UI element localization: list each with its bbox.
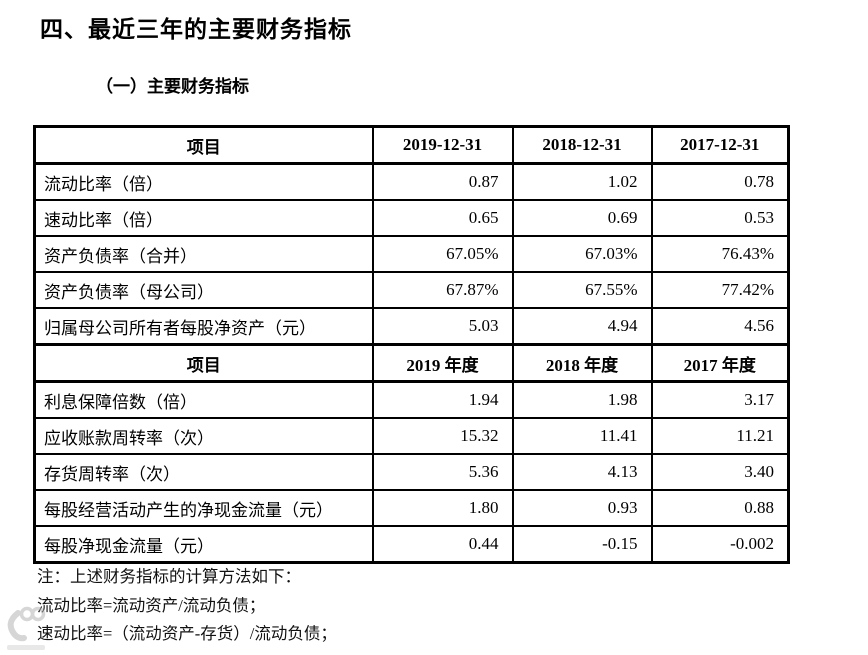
row-value: 77.42% <box>650 271 790 309</box>
row-value: 0.87 <box>371 162 514 201</box>
row-label: 每股净现金流量（元） <box>33 525 374 564</box>
table-row: 归属母公司所有者每股净资产（元） 5.03 4.94 4.56 <box>33 307 790 346</box>
table-row: 资产负债率（母公司） 67.87% 67.55% 77.42% <box>33 271 790 309</box>
row-value: 3.17 <box>650 380 790 419</box>
row-value: -0.002 <box>650 525 790 564</box>
table-row: 每股净现金流量（元） 0.44 -0.15 -0.002 <box>33 525 790 564</box>
row-value: 0.53 <box>650 199 790 237</box>
row-value: 1.94 <box>371 380 514 419</box>
header-cell: 2017 年度 <box>650 343 790 383</box>
row-label: 归属母公司所有者每股净资产（元） <box>33 307 374 346</box>
row-label: 存货周转率（次） <box>33 453 374 491</box>
row-value: 11.21 <box>650 417 790 455</box>
header-cell: 2019-12-31 <box>371 125 514 165</box>
note-line: 速动比率=（流动资产-存货）/流动负债； <box>37 624 337 643</box>
financial-indicators-table: 项目 2019-12-31 2018-12-31 2017-12-31 流动比率… <box>33 125 790 564</box>
table-row: 利息保障倍数（倍） 1.94 1.98 3.17 <box>33 380 790 419</box>
row-value: 0.44 <box>371 525 514 564</box>
section-subtitle: （一）主要财务指标 <box>96 77 249 96</box>
row-value: 4.13 <box>511 453 653 491</box>
table-row: 每股经营活动产生的净现金流量（元） 1.80 0.93 0.88 <box>33 489 790 527</box>
table-row: 存货周转率（次） 5.36 4.13 3.40 <box>33 453 790 491</box>
row-value: 11.41 <box>511 417 653 455</box>
table-header-row: 项目 2019-12-31 2018-12-31 2017-12-31 <box>33 125 790 165</box>
table-row: 速动比率（倍） 0.65 0.69 0.53 <box>33 199 790 237</box>
note-line: 流动比率=流动资产/流动负债； <box>37 595 266 615</box>
table-row: 资产负债率（合并） 67.05% 67.03% 76.43% <box>33 235 790 273</box>
row-value: 0.69 <box>511 199 653 237</box>
row-label: 应收账款周转率（次） <box>33 417 374 455</box>
page-title: 四、最近三年的主要财务指标 <box>40 17 352 42</box>
row-value: 1.02 <box>511 162 653 201</box>
table-row: 流动比率（倍） 0.87 1.02 0.78 <box>33 162 790 201</box>
row-value: -0.15 <box>511 525 653 564</box>
header-cell: 2018 年度 <box>511 343 653 383</box>
row-value: 67.03% <box>511 235 653 273</box>
row-value: 15.32 <box>371 417 514 455</box>
row-value: 0.65 <box>371 199 514 237</box>
row-label: 每股经营活动产生的净现金流量（元） <box>33 489 374 527</box>
row-value: 0.88 <box>650 489 790 527</box>
row-label: 资产负债率（母公司） <box>33 271 374 309</box>
row-value: 4.56 <box>650 307 790 346</box>
row-value: 3.40 <box>650 453 790 491</box>
row-value: 76.43% <box>650 235 790 273</box>
row-value: 1.98 <box>511 380 653 419</box>
row-value: 0.78 <box>650 162 790 201</box>
table-notes: 注：上述财务指标的计算方法如下： 流动比率=流动资产/流动负债； 速动比率=（流… <box>37 563 337 649</box>
header-cell: 2018-12-31 <box>511 125 653 165</box>
header-cell: 项目 <box>33 343 374 383</box>
header-cell: 项目 <box>33 125 374 165</box>
row-label: 流动比率（倍） <box>33 162 374 201</box>
row-value: 5.03 <box>371 307 514 346</box>
row-value: 67.05% <box>371 235 514 273</box>
row-value: 0.93 <box>511 489 653 527</box>
row-value: 67.87% <box>371 271 514 309</box>
row-label: 资产负债率（合并） <box>33 235 374 273</box>
row-value: 1.80 <box>371 489 514 527</box>
table-row: 应收账款周转率（次） 15.32 11.41 11.21 <box>33 417 790 455</box>
header-cell: 2017-12-31 <box>650 125 790 165</box>
row-label: 速动比率（倍） <box>33 199 374 237</box>
row-value: 5.36 <box>371 453 514 491</box>
note-line: 注：上述财务指标的计算方法如下： <box>37 567 301 586</box>
table-header-row: 项目 2019 年度 2018 年度 2017 年度 <box>33 343 790 383</box>
row-value: 67.55% <box>511 271 653 309</box>
row-value: 4.94 <box>511 307 653 346</box>
row-label: 利息保障倍数（倍） <box>33 380 374 419</box>
header-cell: 2019 年度 <box>371 343 514 383</box>
